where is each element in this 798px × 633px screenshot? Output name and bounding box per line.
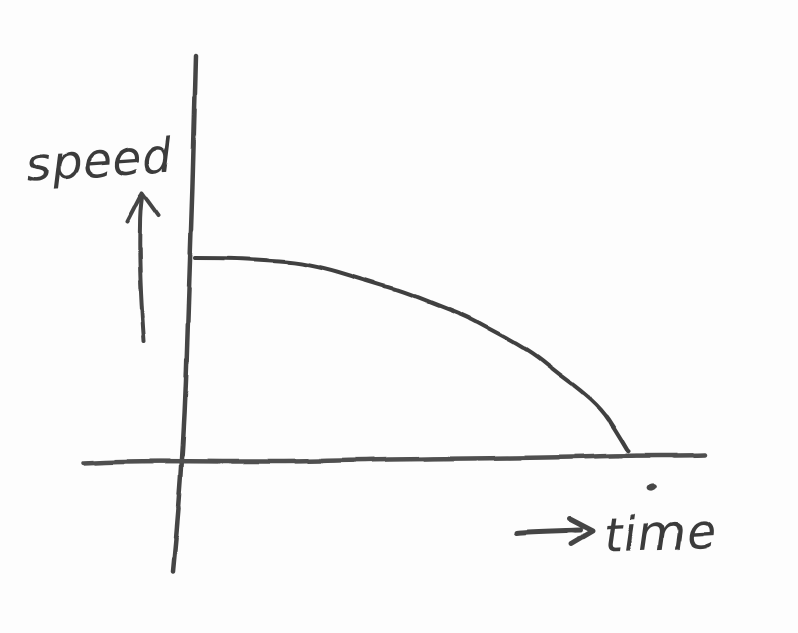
x-axis-label: time — [603, 503, 718, 565]
speed-curve — [193, 256, 630, 454]
stray-pen-dot — [647, 483, 657, 491]
x-axis — [80, 452, 708, 466]
up-arrow-icon — [125, 191, 160, 343]
y-axis-label: speed — [24, 128, 175, 193]
y-axis — [170, 53, 199, 574]
right-arrow-icon — [513, 516, 596, 547]
